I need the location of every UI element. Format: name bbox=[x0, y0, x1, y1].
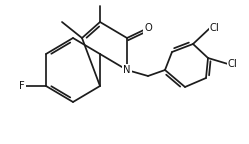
Text: O: O bbox=[144, 23, 152, 33]
Text: F: F bbox=[19, 81, 25, 91]
Text: N: N bbox=[123, 65, 131, 75]
Text: Cl: Cl bbox=[210, 23, 220, 33]
Text: Cl: Cl bbox=[228, 59, 238, 69]
